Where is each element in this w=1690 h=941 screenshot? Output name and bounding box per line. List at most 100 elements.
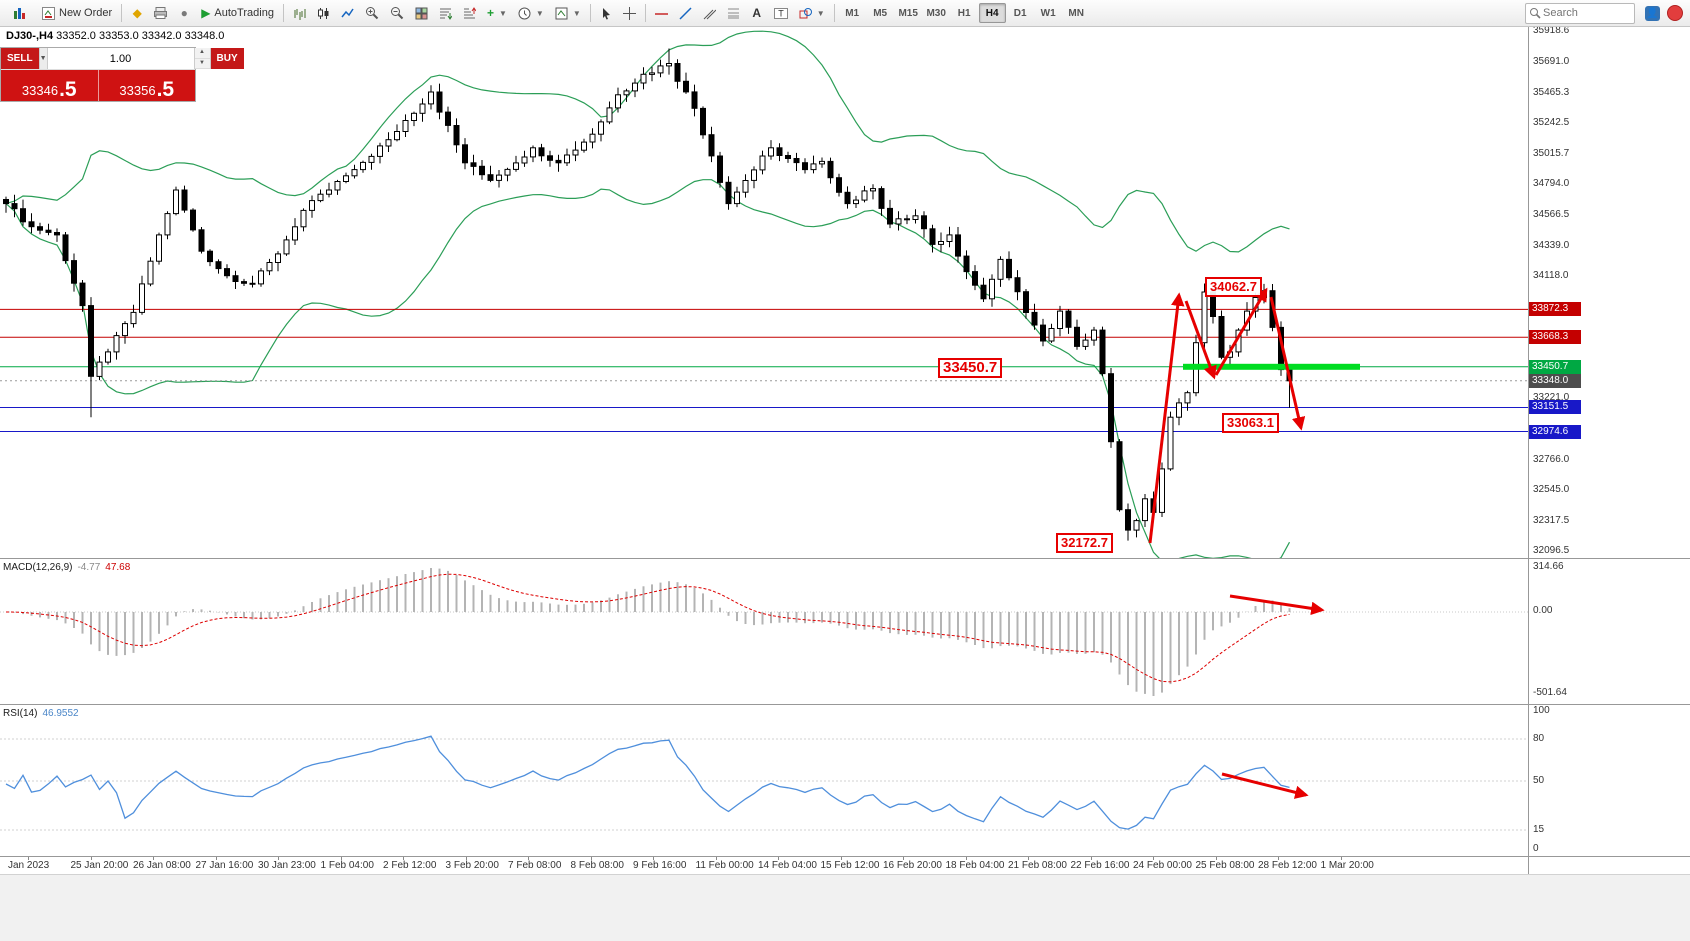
volume-field-wrap: ▲ ▼	[46, 48, 211, 69]
rsi-canvas[interactable]	[0, 705, 1690, 856]
rsi-panel[interactable]: RSI(14) 46.9552 100 80 50 15 0	[0, 704, 1690, 856]
cursor-button[interactable]	[595, 2, 617, 24]
time-tick	[653, 857, 654, 860]
volume-down-button[interactable]: ▼	[194, 58, 210, 69]
template-button[interactable]: ▼	[550, 2, 586, 24]
timeframe-h1-button[interactable]: H1	[951, 3, 978, 23]
time-axis[interactable]: Jan 2023 25 Jan 20:00 26 Jan 08:00 27 Jan 1…	[0, 856, 1690, 874]
price-axis-separator[interactable]	[1528, 27, 1529, 874]
chevron-down-icon: ▼	[498, 8, 507, 18]
macd-canvas[interactable]	[0, 559, 1690, 704]
autotrading-button[interactable]: ▶ AutoTrading	[196, 2, 279, 24]
time-label: 15 Feb 12:00	[820, 860, 880, 871]
chevron-down-icon: ▼	[816, 8, 825, 18]
sell-price-button[interactable]: 33346.5	[1, 70, 99, 101]
timeframe-m5-button[interactable]: M5	[867, 3, 894, 23]
volume-input[interactable]	[47, 48, 194, 69]
crosshair-button[interactable]	[618, 2, 641, 24]
buy-price-main: 33356	[119, 83, 156, 98]
launch-button[interactable]: ◆	[126, 2, 148, 24]
channel-button[interactable]	[698, 2, 721, 24]
timeframe-mn-button[interactable]: MN	[1063, 3, 1090, 23]
one-click-price-row: 33346.5 33356.5	[1, 70, 195, 101]
fibonacci-icon	[727, 8, 739, 18]
price-tick: 34118.0	[1533, 269, 1569, 281]
time-tick	[1215, 857, 1217, 860]
rsi-axis-label: 80	[1533, 733, 1545, 744]
chart-line-button[interactable]	[336, 2, 359, 24]
macd-panel[interactable]: MACD(12,26,9) -4.77 47.68 314.66 0.00 -501.6…	[0, 558, 1690, 704]
rsi-trend-arrow	[1221, 772, 1309, 799]
sell-price-frac: .5	[59, 78, 77, 101]
text-button[interactable]: A	[746, 2, 768, 24]
time-tick	[278, 857, 279, 860]
price-chart-panel[interactable]: DJ30-,H4 33352.0 33353.0 33342.0 33348.0…	[0, 27, 1690, 558]
timeframe-m15-button[interactable]: M15	[895, 3, 922, 23]
price-tick: 34566.5	[1533, 208, 1570, 220]
horizontal-line-button[interactable]	[650, 2, 673, 24]
macd-histogram	[13, 568, 1291, 696]
notification-icon[interactable]	[1667, 5, 1683, 21]
time-label: 21 Feb 08:00	[1008, 860, 1067, 871]
print-button[interactable]	[149, 2, 172, 24]
price-chart-canvas[interactable]	[0, 27, 1690, 558]
toolbar-separator	[121, 4, 123, 22]
price-tick: 32766.0	[1533, 453, 1570, 465]
chart-ohlc-values: 33352.0 33353.0 33342.0 33348.0	[56, 30, 225, 42]
one-click-trading-widget: SELL ▼ ▲ ▼ BUY 33346.5 33356.5	[0, 47, 244, 102]
fibonacci-button[interactable]	[722, 2, 745, 24]
time-label: 16 Feb 20:00	[883, 860, 942, 871]
price-tick: 35242.5	[1533, 116, 1570, 128]
timeframe-h4-button[interactable]: H4	[978, 3, 1006, 23]
zoom-out-icon	[390, 7, 404, 20]
time-tick	[153, 857, 154, 860]
buy-button[interactable]: BUY	[210, 48, 244, 69]
account-icon[interactable]: 👤	[1645, 5, 1660, 21]
price-tick: 32545.0	[1533, 483, 1570, 495]
rsi-axis-label: 50	[1533, 775, 1545, 786]
period-button[interactable]: ▼	[513, 2, 549, 24]
add-indicator-button[interactable]: + ▼	[482, 2, 512, 24]
search-input[interactable]	[1541, 4, 1631, 22]
time-label: 3 Feb 20:00	[445, 860, 499, 871]
volume-up-button[interactable]: ▲	[194, 48, 210, 59]
time-tick	[340, 857, 342, 860]
zoom-out-button[interactable]	[385, 2, 409, 24]
chart-candles-button[interactable]	[312, 2, 335, 24]
trend-arrows	[1148, 287, 1306, 544]
timeframe-m1-button[interactable]: M1	[839, 3, 866, 23]
rsi-axis-label: 15	[1533, 824, 1545, 835]
zoom-in-button[interactable]	[360, 2, 384, 24]
sell-button[interactable]: SELL	[1, 48, 39, 69]
price-tick: 35015.7	[1533, 147, 1570, 159]
trendline-button[interactable]	[674, 2, 697, 24]
community-button[interactable]: ●	[173, 2, 195, 24]
timeframe-m30-button[interactable]: M30	[923, 3, 950, 23]
toolbar-separator	[644, 4, 646, 22]
new-order-button[interactable]: New Order	[37, 2, 117, 24]
sort-ascending-button[interactable]	[434, 2, 457, 24]
macd-axis-label: 0.00	[1533, 605, 1553, 616]
tile-windows-button[interactable]	[410, 2, 433, 24]
timeframe-w1-button[interactable]: W1	[1035, 3, 1062, 23]
time-label: 25 Feb 08:00	[1195, 860, 1255, 871]
timeframe-d1-button[interactable]: D1	[1007, 3, 1034, 23]
sort-descending-button[interactable]	[458, 2, 481, 24]
time-tick	[1278, 857, 1279, 860]
volume-preset-dropdown[interactable]: ▼	[38, 48, 47, 69]
chart-bars-button[interactable]	[288, 2, 311, 24]
shapes-button[interactable]: ▼	[794, 2, 830, 24]
volume-spinner: ▲ ▼	[193, 48, 210, 69]
buy-price-button[interactable]: 33356.5	[98, 70, 195, 101]
time-tick	[778, 857, 779, 860]
time-label: 14 Feb 04:00	[758, 860, 817, 871]
price-annotation: 33450.7	[938, 358, 1003, 378]
clock-icon	[518, 7, 531, 19]
time-label: 9 Feb 16:00	[633, 860, 687, 871]
price-tick: 34794.0	[1533, 178, 1570, 189]
price-badge: 32974.6	[1529, 424, 1581, 439]
macd-name: MACD(12,26,9)	[3, 562, 73, 573]
time-label: 1 Feb 04:00	[320, 860, 374, 871]
time-label: 2 Feb 12:00	[383, 860, 437, 871]
label-button[interactable]: T	[769, 2, 793, 24]
